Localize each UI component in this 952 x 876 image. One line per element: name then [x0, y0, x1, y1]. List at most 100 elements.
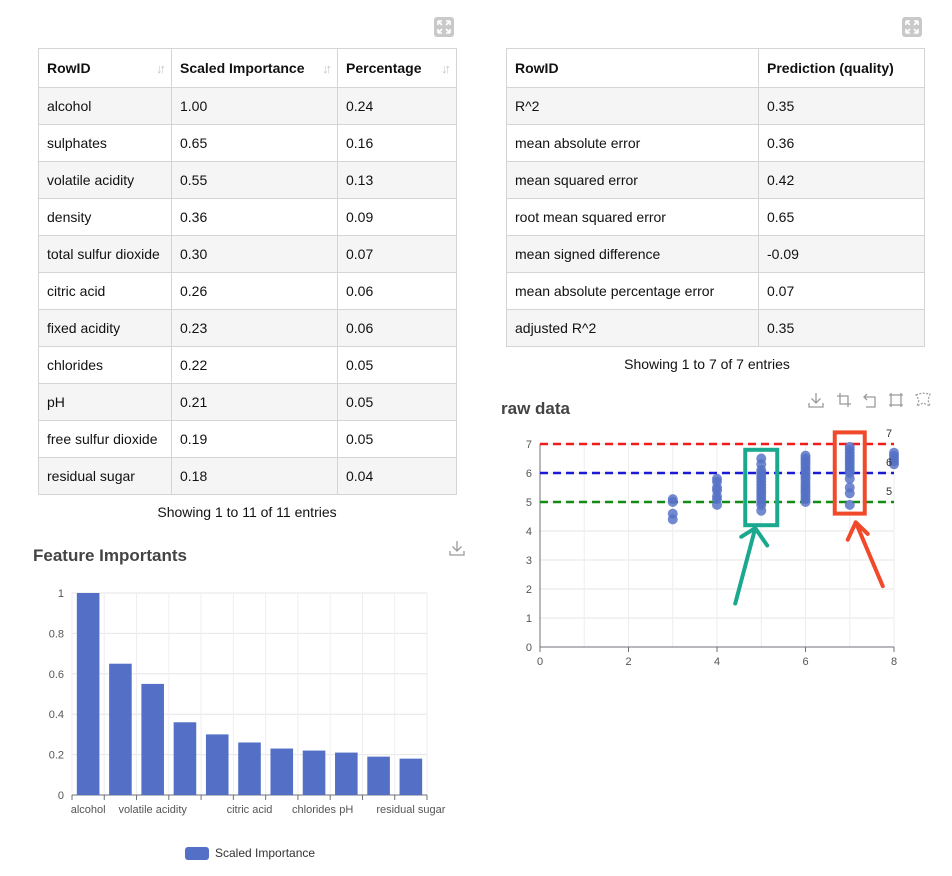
bar: [238, 742, 261, 795]
table-row: mean absolute error 0.36: [506, 124, 925, 162]
cell-value: 0.07: [758, 272, 925, 310]
lasso-select-icon[interactable]: [914, 392, 932, 408]
cell-scaled-importance: 0.19: [171, 420, 338, 458]
download-icon[interactable]: [808, 392, 824, 408]
cell-value: 0.35: [758, 309, 925, 347]
column-header-rowid: RowID: [506, 48, 759, 88]
column-header-label: Scaled Importance: [180, 60, 305, 76]
cell-metric: mean absolute percentage error: [506, 272, 759, 310]
y-tick-label: 0: [58, 790, 64, 802]
table-row: alcohol 1.00 0.24: [38, 87, 457, 125]
cell-rowid: volatile acidity: [38, 161, 172, 199]
column-header-label: RowID: [47, 60, 91, 76]
cell-scaled-importance: 0.65: [171, 124, 338, 162]
y-tick-label: 6: [526, 468, 532, 480]
scatter-point: [844, 441, 855, 452]
cell-percentage: 0.16: [337, 124, 457, 162]
cell-rowid: free sulfur dioxide: [38, 420, 172, 458]
annotation-box-red: [832, 430, 867, 516]
data-zoom-icon[interactable]: [836, 392, 852, 408]
scatter-point: [800, 450, 811, 461]
sort-icon[interactable]: ↓↑: [441, 60, 451, 76]
bar: [205, 734, 229, 795]
bar: [335, 752, 358, 795]
table-row: volatile acidity 0.55 0.13: [38, 161, 457, 199]
x-tick-label: residual sugar: [376, 804, 445, 816]
table-row: sulphates 0.65 0.16: [38, 124, 457, 162]
cell-metric: mean squared error: [506, 161, 759, 199]
cell-percentage: 0.09: [337, 198, 457, 236]
scatter-point: [756, 453, 767, 464]
cell-value: 0.36: [758, 124, 925, 162]
x-tick-label: chlorides: [292, 804, 337, 816]
y-tick-label: 1: [58, 588, 64, 600]
column-header-rowid[interactable]: RowID ↓↑: [38, 48, 172, 88]
table-row: root mean squared error 0.65: [506, 198, 925, 236]
table-row: R^2 0.35: [506, 87, 925, 125]
column-header-scaled-importance[interactable]: Scaled Importance ↓↑: [171, 48, 338, 88]
x-tick-label: 4: [714, 656, 720, 668]
table-row: free sulfur dioxide 0.19 0.05: [38, 420, 457, 458]
legend-label: Scaled Importance: [215, 846, 315, 860]
table-row: adjusted R^2 0.35: [506, 309, 925, 347]
bar: [76, 593, 100, 795]
table-info-left: Showing 1 to 11 of 11 entries: [157, 504, 337, 520]
table-row: pH 0.21 0.05: [38, 383, 457, 421]
scatter-point: [712, 473, 722, 484]
table-row: mean absolute percentage error 0.07: [506, 272, 925, 310]
sort-icon[interactable]: ↓↑: [156, 60, 166, 76]
cell-percentage: 0.05: [337, 383, 457, 421]
cell-percentage: 0.04: [337, 457, 457, 495]
cell-rowid: sulphates: [38, 124, 172, 162]
y-tick-label: 5: [526, 497, 532, 509]
cell-metric: root mean squared error: [506, 198, 759, 236]
reference-line-label: 6: [886, 457, 892, 469]
expand-button-left[interactable]: [434, 17, 454, 37]
bar: [367, 756, 390, 795]
x-tick-label: 6: [802, 656, 808, 668]
cell-percentage: 0.24: [337, 87, 457, 125]
column-header-percentage[interactable]: Percentage ↓↑: [337, 48, 457, 88]
x-tick-label: 8: [891, 656, 897, 668]
cell-metric: R^2: [506, 87, 759, 125]
expand-icon: [437, 20, 451, 34]
scatter-point: [667, 494, 678, 505]
cell-rowid: citric acid: [38, 272, 172, 310]
cell-scaled-importance: 0.21: [171, 383, 338, 421]
x-tick-label: alcohol: [71, 804, 106, 816]
table-header-row: RowID Prediction (quality): [506, 48, 925, 88]
rect-select-icon[interactable]: [888, 392, 904, 408]
y-tick-label: 0.6: [49, 669, 64, 681]
zoom-reset-icon[interactable]: [862, 392, 878, 408]
scatter-point: [889, 447, 899, 458]
cell-rowid: residual sugar: [38, 457, 172, 495]
x-tick-label: 2: [625, 656, 631, 668]
x-tick-label: 0: [537, 656, 543, 668]
cell-scaled-importance: 0.26: [171, 272, 338, 310]
sort-icon[interactable]: ↓↑: [322, 60, 332, 76]
cell-rowid: total sulfur dioxide: [38, 235, 172, 273]
cell-value: 0.65: [758, 198, 925, 236]
column-header-label: Percentage: [346, 60, 422, 76]
y-tick-label: 0.8: [49, 628, 64, 640]
y-tick-label: 7: [526, 439, 532, 451]
table-row: chlorides 0.22 0.05: [38, 346, 457, 384]
cell-percentage: 0.05: [337, 346, 457, 384]
annotation-arrow-red: [845, 520, 885, 589]
download-icon[interactable]: [449, 540, 465, 556]
table-row: fixed acidity 0.23 0.06: [38, 309, 457, 347]
bar: [270, 748, 294, 795]
y-tick-label: 1: [526, 613, 532, 625]
table-header-row: RowID ↓↑ Scaled Importance ↓↑ Percentage ↓↑: [38, 48, 457, 88]
y-tick-label: 4: [526, 526, 532, 538]
reference-line-label: 5: [886, 486, 892, 498]
x-tick-label: volatile acidity: [118, 804, 187, 816]
cell-percentage: 0.07: [337, 235, 457, 273]
expand-button-right[interactable]: [902, 17, 922, 37]
cell-rowid: pH: [38, 383, 172, 421]
y-tick-label: 0.4: [49, 709, 64, 721]
reference-line-label: 7: [886, 428, 892, 440]
chart-toolbox: [808, 392, 936, 410]
cell-value: 0.42: [758, 161, 925, 199]
table-row: total sulfur dioxide 0.30 0.07: [38, 235, 457, 273]
